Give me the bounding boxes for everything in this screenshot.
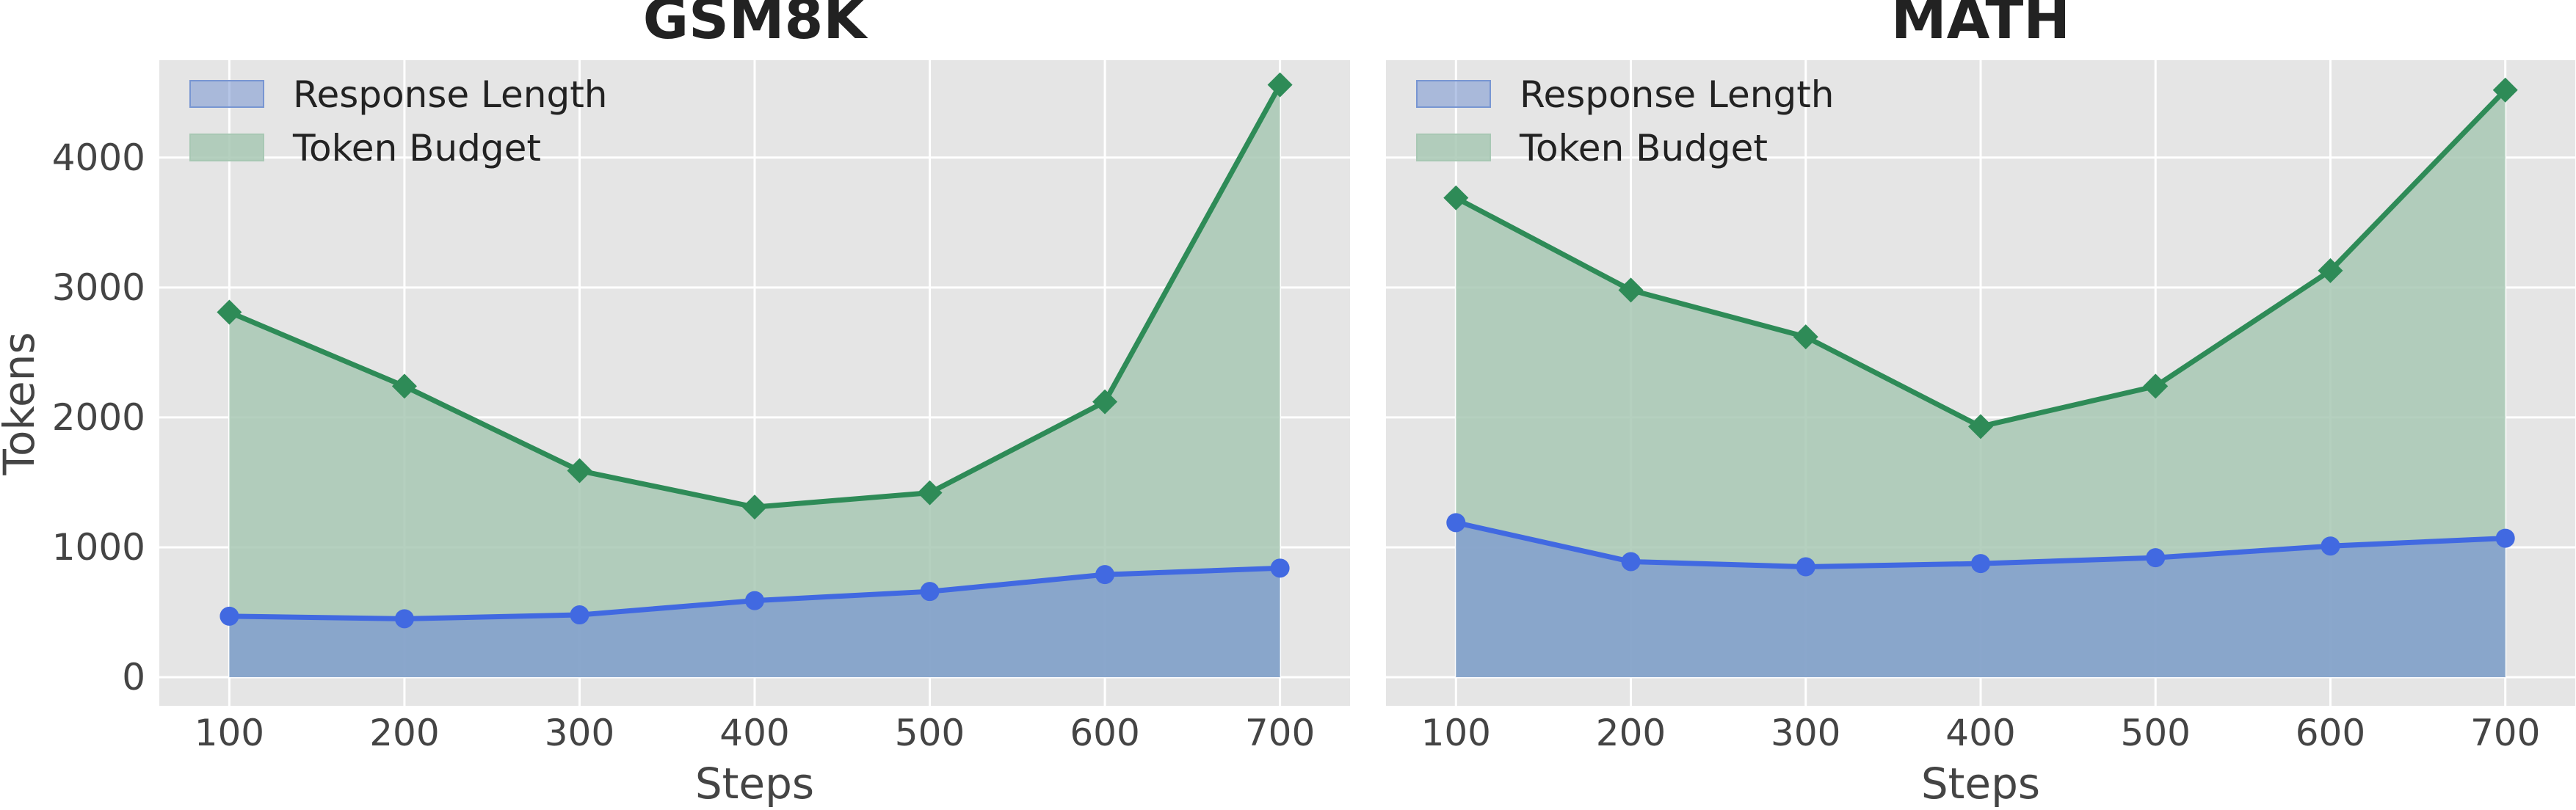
y-tick-label: 1000 [52,526,145,569]
legend-label-token-budget: Token Budget [1519,127,1768,169]
data-point-token-budget [1267,72,1293,98]
y-tick-label: 3000 [52,266,145,309]
data-point-token-budget [1793,324,1818,350]
x-tick-label: 700 [1245,712,1315,754]
panel-title: GSM8K [643,0,869,51]
x-tick-label: 100 [1421,712,1491,754]
data-point-token-budget [917,480,943,506]
data-point-response-length [1971,554,1990,574]
data-point-token-budget [1443,185,1469,211]
x-tick-label: 300 [1771,712,1840,754]
legend: Response Length Token Budget [1416,73,1835,169]
data-point-token-budget [1968,414,1993,439]
x-tick-label: 100 [195,712,264,754]
x-tick-label: 500 [2121,712,2191,754]
data-point-token-budget [1092,389,1118,415]
legend-swatch-token-budget [1416,134,1491,161]
legend-swatch-response-length [1416,80,1491,108]
area-token-budget [229,84,1280,678]
area-response-length [229,568,1280,678]
y-tick-label: 0 [122,656,145,698]
data-point-response-length [745,591,764,610]
data-point-response-length [570,605,589,625]
x-tick-label: 400 [1945,712,2015,754]
data-point-response-length [1095,565,1115,585]
x-tick-label: 700 [2470,712,2540,754]
data-point-response-length [1621,552,1641,572]
data-point-response-length [2321,536,2340,556]
y-tick-label: 4000 [52,136,145,179]
x-tick-label: 200 [369,712,439,754]
x-tick-label: 600 [1070,712,1139,754]
y-axis-label: Tokens [0,332,44,475]
legend-swatch-response-length [189,80,264,108]
area-response-length [1456,522,2506,678]
chart-panel-math: MATH 100 200 300 400 500 600 700 Steps Response L… [1386,0,2575,809]
data-point-token-budget [391,373,417,399]
x-tick-label: 500 [895,712,965,754]
data-point-response-length [1796,557,1815,577]
data-point-token-budget [1618,277,1644,303]
x-tick-label: 200 [1596,712,1666,754]
data-point-token-budget [2143,373,2169,399]
area-token-budget [1456,90,2506,678]
x-tick-label: 400 [719,712,789,754]
legend-label-response-length: Response Length [1520,73,1835,116]
data-point-response-length [1270,558,1290,578]
data-point-token-budget [2318,258,2343,283]
data-point-response-length [2146,548,2166,568]
chart-panel-gsm8k: GSM8K 100 200 300 400 500 600 700 Steps 0 1000 2000… [0,0,1350,809]
data-point-response-length [920,582,940,602]
data-point-response-length [394,609,414,629]
legend-label-response-length: Response Length [293,73,608,116]
legend-swatch-token-budget [189,134,264,161]
data-point-token-budget [742,495,767,520]
data-point-token-budget [567,458,592,484]
legend: Response Length Token Budget [189,73,608,169]
data-point-response-length [219,606,239,626]
y-tick-label: 2000 [52,396,145,439]
data-point-token-budget [2492,77,2518,103]
data-point-response-length [2495,528,2515,548]
x-axis-label: Steps [695,759,814,809]
legend-label-token-budget: Token Budget [292,127,541,169]
data-point-response-length [1446,513,1466,533]
x-tick-label: 600 [2296,712,2365,754]
x-tick-label: 300 [545,712,614,754]
panel-title: MATH [1891,0,2070,51]
x-axis-label: Steps [1921,759,2040,809]
data-point-token-budget [217,299,242,325]
